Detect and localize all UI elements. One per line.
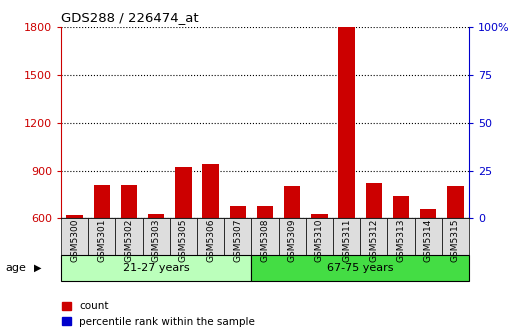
Bar	[202, 164, 219, 314]
Bar	[257, 206, 273, 314]
Text: GSM5310: GSM5310	[315, 218, 324, 262]
Bar	[447, 186, 464, 314]
Text: GSM5305: GSM5305	[179, 218, 188, 262]
Bar	[175, 167, 191, 314]
Text: GSM5307: GSM5307	[233, 218, 242, 262]
Bar	[420, 209, 436, 314]
Bar	[94, 185, 110, 314]
Text: GSM5315: GSM5315	[451, 218, 460, 262]
Bar	[339, 27, 355, 314]
Text: GSM5309: GSM5309	[288, 218, 297, 262]
Text: ▶: ▶	[34, 263, 42, 273]
Bar	[393, 196, 409, 314]
Text: 21-27 years: 21-27 years	[123, 263, 190, 273]
Bar	[121, 185, 137, 314]
Bar	[366, 183, 382, 314]
Text: age: age	[5, 263, 26, 273]
Bar	[66, 215, 83, 314]
Text: GSM5306: GSM5306	[206, 218, 215, 262]
Text: GSM5302: GSM5302	[125, 218, 134, 262]
Text: GSM5303: GSM5303	[152, 218, 161, 262]
Text: GSM5308: GSM5308	[261, 218, 269, 262]
Text: GSM5300: GSM5300	[70, 218, 79, 262]
Bar	[284, 186, 301, 314]
Text: GSM5314: GSM5314	[424, 218, 432, 262]
Text: GSM5313: GSM5313	[396, 218, 405, 262]
Text: 67-75 years: 67-75 years	[327, 263, 393, 273]
Text: GSM5312: GSM5312	[369, 218, 378, 262]
Bar	[311, 214, 328, 314]
Text: GSM5311: GSM5311	[342, 218, 351, 262]
Text: GDS288 / 226474_at: GDS288 / 226474_at	[61, 11, 199, 24]
Legend: count, percentile rank within the sample: count, percentile rank within the sample	[58, 297, 259, 331]
Text: GSM5301: GSM5301	[98, 218, 106, 262]
Bar	[148, 214, 164, 314]
Bar	[229, 206, 246, 314]
